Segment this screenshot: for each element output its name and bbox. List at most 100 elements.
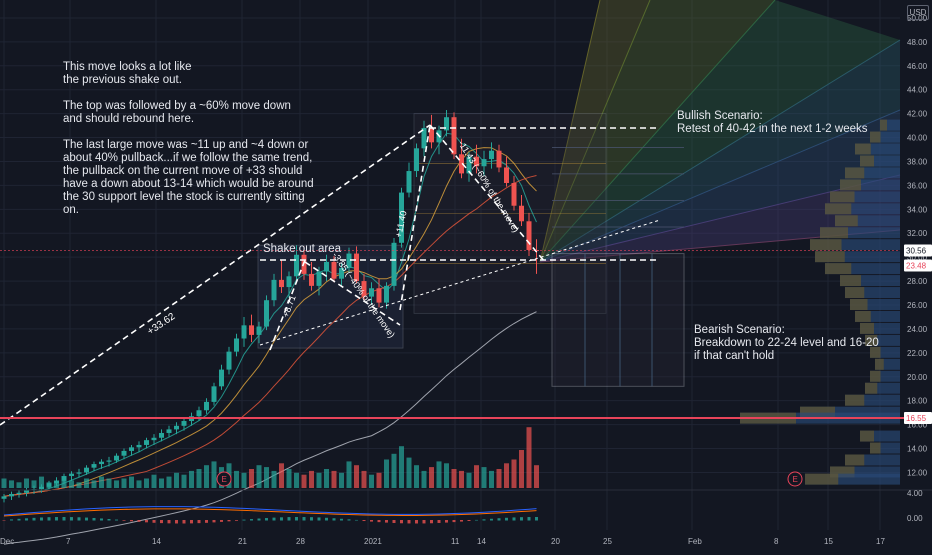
macd-histogram-bar: [257, 518, 261, 521]
currency-label[interactable]: USD: [907, 5, 929, 20]
volume-bar: [204, 465, 209, 488]
macd-histogram-bar: [250, 519, 253, 521]
macd-line: [3, 506, 537, 516]
candle-body: [99, 461, 104, 465]
macd-histogram-bar: [182, 520, 186, 524]
volume-bar: [316, 472, 322, 488]
time-axis-tick: 15: [824, 537, 833, 546]
candle-body: [406, 171, 412, 193]
candle-body: [1, 496, 7, 499]
volume-profile-bar-sell: [845, 394, 865, 406]
volume-bar: [9, 480, 14, 488]
macd-histogram-bar: [475, 519, 478, 521]
macd-histogram-bar: [340, 518, 343, 521]
macd-histogram-bar: [25, 518, 28, 521]
candle-body: [69, 473, 74, 477]
candle-body: [256, 326, 262, 335]
volume-profile-bar: [825, 203, 900, 215]
volume-bar: [459, 470, 464, 488]
price-axis-tick: 40.00: [907, 134, 928, 143]
candle-body: [354, 253, 359, 282]
volume-bar: [136, 480, 142, 488]
candle-body: [511, 183, 517, 206]
macd-histogram-bar: [422, 520, 426, 524]
price-badge-label: 23.48: [906, 262, 927, 271]
candle-body: [481, 159, 487, 167]
volume-profile-bar: [845, 287, 900, 299]
volume-profile-bar-sell: [870, 346, 881, 358]
candle-body: [286, 276, 292, 288]
time-axis-tick: 2021: [364, 537, 382, 546]
price-badge-label: 30.56: [906, 246, 927, 255]
macd-histogram-bar: [160, 520, 163, 524]
fan-line: [539, 0, 601, 263]
volume-profile-bar-sell: [845, 167, 865, 179]
macd-histogram-bar: [370, 520, 373, 522]
candle-body: [496, 150, 502, 168]
candle-body: [181, 421, 187, 426]
candle-body: [451, 117, 457, 155]
candle-body: [429, 127, 434, 143]
macd-histogram-bar: [130, 520, 133, 522]
macd-histogram-bar: [122, 520, 126, 521]
macd-histogram-bar: [347, 519, 351, 521]
volume-bar: [159, 478, 164, 488]
macd-histogram-bar: [175, 520, 178, 524]
volume-bar: [504, 463, 509, 488]
volume-bar: [294, 472, 299, 488]
volume-bar: [39, 476, 44, 488]
macd-histogram-bar: [310, 517, 313, 521]
volume-bar: [346, 461, 352, 488]
candle-body: [309, 273, 314, 286]
candle-body: [204, 401, 209, 411]
price-axis-tick: 48.00: [907, 38, 928, 47]
volume-bar: [84, 478, 89, 488]
macd-histogram-bar: [287, 517, 291, 521]
price-axis-tick: 28.00: [907, 277, 928, 286]
candle-body: [279, 279, 284, 288]
bullish-scenario-note: Bullish Scenario: Retest of 40-42 in the…: [677, 110, 868, 135]
macd-histogram-bar: [92, 517, 96, 521]
volume-profile-bar-sell: [880, 119, 887, 131]
volume-bar: [474, 465, 479, 488]
candle-body: [24, 490, 29, 493]
volume-bar: [399, 446, 404, 488]
macd-histogram-bar: [445, 520, 448, 523]
macd-histogram-bar: [197, 520, 201, 524]
volume-bar: [174, 472, 179, 488]
candle-body: [526, 221, 532, 250]
macd-histogram-bar: [107, 518, 111, 521]
volume-profile-bar: [870, 346, 900, 358]
candle-body: [129, 447, 134, 451]
volume-bar: [444, 463, 449, 488]
candle-body: [466, 156, 472, 174]
macd-histogram-bar: [332, 518, 336, 521]
time-axis-tick: Dec: [0, 537, 14, 546]
macd-histogram-bar: [235, 520, 238, 521]
volume-bar: [189, 470, 194, 488]
earnings-marker: [787, 471, 803, 487]
candle-body: [61, 476, 67, 481]
fan-line: [539, 0, 776, 263]
volume-profile-bar-sell: [805, 473, 839, 485]
candle-body: [144, 440, 149, 445]
price-badge: [904, 259, 932, 272]
candle-body: [489, 150, 494, 160]
macd-histogram-bar: [265, 518, 268, 521]
volume-profile-bar-sell: [860, 322, 874, 334]
price-axis-tick: 12.00: [907, 468, 928, 477]
macd-histogram-bar: [220, 520, 223, 522]
macd-histogram-bar: [77, 517, 81, 521]
volume-bar: [121, 478, 127, 488]
volume-bar: [166, 476, 172, 488]
projection-box: [551, 253, 685, 387]
price-badge: [904, 412, 932, 425]
macd-pane: [0, 489, 932, 524]
fan-zone: [540, 0, 900, 262]
candle-body: [376, 288, 382, 303]
volume-profile-bar-sell: [830, 191, 855, 203]
candle-body: [196, 410, 202, 417]
time-axis: Dec 7 14 21 28 2021 11 14 20 25 Feb 8 15 17: [0, 537, 885, 546]
